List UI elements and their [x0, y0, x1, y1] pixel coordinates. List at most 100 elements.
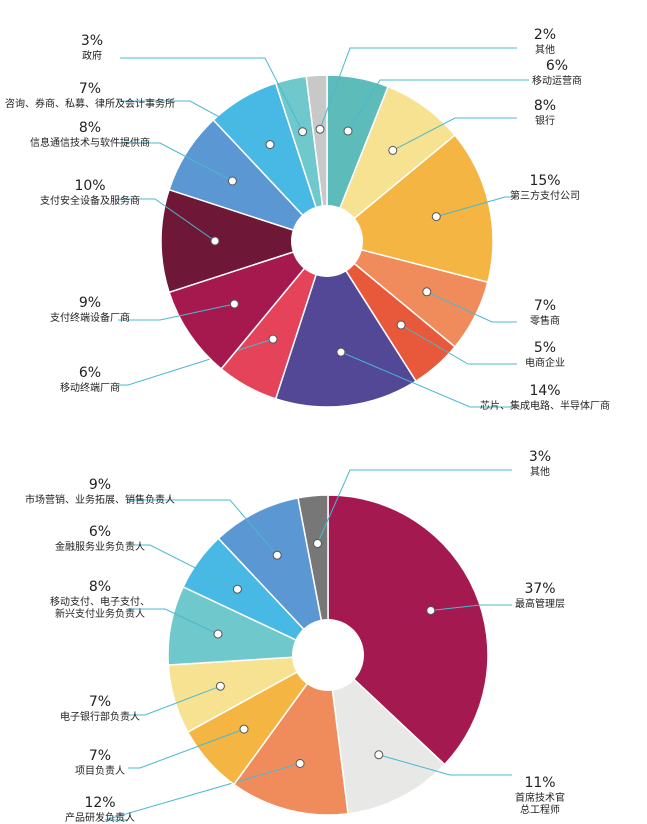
chart2-category-label-0-0: 最高管理层 [515, 597, 565, 610]
chart1-category-label-3-0: 零售商 [530, 314, 560, 327]
chart2-slice-1 [326, 653, 446, 815]
chart1-leader-line-5 [340, 351, 517, 408]
chart1-category-label-4-0: 电商企业 [525, 356, 565, 369]
chart2-percent-label-4: 7% [89, 694, 111, 710]
chart2-category-label-1-0: 首席技术官 [515, 791, 565, 804]
chart2-category-label-5-0: 移动支付、电子支付、 [50, 595, 150, 608]
chart1-slice-marker-2 [431, 212, 441, 222]
chart2-leader-line-6 [128, 544, 238, 590]
chart1-slice-marker-0 [343, 126, 353, 136]
chart1-percent-label-5: 14% [529, 383, 560, 399]
chart2-percent-label-8: 3% [529, 449, 551, 465]
chart2-slice-marker-8 [313, 539, 322, 548]
chart1-leader-line-9 [118, 142, 233, 182]
chart1-percent-label-6: 6% [79, 365, 101, 381]
chart2-percent-label-7: 9% [89, 477, 111, 493]
chart2-leader-line-3 [128, 728, 245, 769]
chart1-slice-marker-10 [265, 140, 275, 150]
chart2-leader-line-1 [378, 754, 512, 776]
pie-chart-job-roles: 37%最高管理层11%首席技术官总工程师12%产品研发负责人7%项目负责人7%电… [25, 449, 565, 824]
chart1-category-label-12-0: 其他 [535, 43, 555, 56]
chart2-center-hole [292, 619, 364, 691]
chart2-slice-marker-4 [215, 681, 225, 691]
chart2-percent-label-3: 7% [89, 748, 111, 764]
chart2-percent-label-1: 11% [524, 775, 555, 791]
chart2-category-label-3-0: 项目负责人 [75, 764, 125, 777]
chart2-slice-2 [232, 653, 349, 816]
chart2-slice-marker-1 [374, 750, 384, 760]
chart1-leader-line-0 [347, 79, 529, 132]
chart1-slice-8 [160, 188, 330, 294]
chart2-leader-line-4 [128, 685, 221, 716]
chart1-slice-marker-5 [336, 347, 346, 357]
chart1-slice-2 [325, 134, 494, 284]
pie-chart-organization-types: 6%移动运营商8%银行15%第三方支付公司7%零售商5%电商企业14%芯片、集成… [5, 27, 610, 412]
chart2-slice-marker-6 [232, 584, 242, 594]
chart2-category-label-7-0: 市场营销、业务拓展、销售负责人 [25, 493, 175, 506]
chart2-leader-line-8 [317, 469, 512, 544]
chart1-center-hole [291, 205, 363, 277]
chart1-percent-label-10: 7% [79, 81, 101, 97]
chart1-percent-label-8: 10% [74, 178, 105, 194]
chart1-percent-label-1: 8% [534, 98, 556, 114]
chart1-leader-line-1 [392, 117, 517, 151]
chart1-category-label-10-0: 咨询、券商、私募、律所及会计事务所 [5, 97, 175, 110]
chart1-leader-line-10 [118, 100, 271, 146]
chart2-percent-label-0: 37% [524, 581, 555, 597]
chart1-percent-label-7: 9% [79, 295, 101, 311]
chart1-percent-label-3: 7% [534, 298, 556, 314]
chart1-percent-label-0: 6% [546, 58, 568, 74]
chart1-slice-marker-6 [268, 334, 278, 344]
chart2-percent-label-6: 6% [89, 524, 111, 540]
chart1-category-label-9-0: 信息通信技术与软件提供商 [30, 136, 150, 149]
chart2-category-label-6-0: 金融服务业务负责人 [55, 540, 145, 553]
chart2-slice-7 [217, 496, 330, 658]
chart2-slice-marker-3 [239, 724, 249, 734]
chart1-slice-marker-8 [210, 236, 220, 246]
chart1-leader-line-7 [118, 303, 235, 321]
chart2-category-label-1-1: 总工程师 [520, 803, 560, 816]
chart1-category-label-7-0: 支付终端设备厂商 [50, 311, 130, 324]
chart2-slice-8 [297, 494, 329, 656]
chart1-slice-marker-11 [298, 127, 308, 137]
chart1-slice-marker-3 [422, 287, 432, 297]
chart1-slice-7 [168, 239, 330, 370]
chart2-leader-line-0 [430, 604, 512, 611]
chart1-leader-line-12 [319, 47, 517, 130]
chart1-leader-line-4 [400, 324, 517, 365]
chart1-percent-label-4: 5% [534, 340, 556, 356]
chart1-category-label-11-0: 政府 [82, 49, 102, 62]
chart2-leader-line-5 [128, 608, 219, 635]
chart2-category-label-2-0: 产品研发负责人 [65, 811, 135, 824]
chart2-slice-0 [327, 494, 489, 766]
chart1-percent-label-9: 8% [79, 120, 101, 136]
chart1-slice-marker-12 [315, 124, 325, 134]
chart2-category-label-4-0: 电子银行部负责人 [60, 710, 140, 723]
chart1-percent-label-2: 15% [529, 173, 560, 189]
chart2-leader-line-7 [128, 499, 278, 556]
chart2-category-label-8-0: 其他 [530, 465, 550, 478]
chart1-category-label-8-0: 支付安全设备及服务商 [40, 194, 140, 207]
chart1-leader-line-2 [436, 196, 517, 218]
chart1-slice-12 [305, 74, 328, 242]
chart1-category-label-1-0: 银行 [535, 114, 555, 127]
chart2-slice-marker-5 [213, 629, 223, 639]
chart2-percent-label-2: 12% [84, 795, 115, 811]
chart1-slice-marker-1 [388, 145, 398, 155]
chart1-leader-line-8 [118, 198, 216, 242]
chart1-category-label-2-0: 第三方支付公司 [510, 189, 580, 202]
chart1-leader-line-11 [120, 57, 304, 132]
chart1-slice-marker-7 [229, 299, 239, 309]
chart1-slice-5 [274, 239, 417, 408]
chart1-slice-marker-4 [396, 320, 406, 330]
chart1-leader-line-3 [426, 291, 517, 323]
chart1-category-label-6-0: 移动终端厂商 [60, 381, 120, 394]
chart2-slice-marker-0 [426, 606, 436, 615]
chart2-slice-marker-2 [295, 759, 305, 768]
chart1-category-label-5-0: 芯片、集成电路、半导体厂商 [480, 399, 610, 412]
chart2-percent-label-5: 8% [89, 579, 111, 595]
chart1-category-label-0-0: 移动运营商 [532, 74, 582, 87]
chart2-slice-marker-7 [272, 550, 282, 560]
chart2-category-label-5-1: 新兴支付业务负责人 [55, 607, 145, 620]
